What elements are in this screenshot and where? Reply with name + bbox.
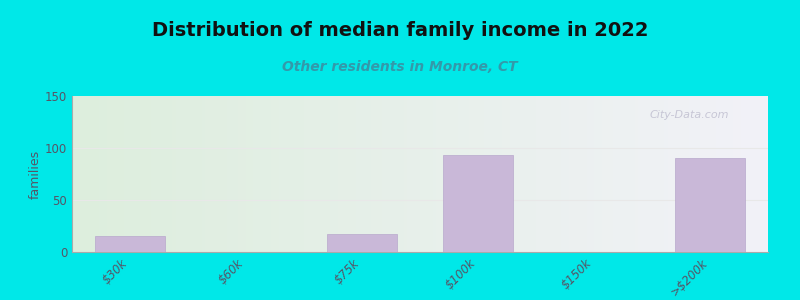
Text: Other residents in Monroe, CT: Other residents in Monroe, CT [282,60,518,74]
Text: City-Data.com: City-Data.com [650,110,729,120]
Bar [95,236,165,252]
Bar [675,158,745,252]
Bar [327,234,397,252]
Y-axis label: families: families [29,149,42,199]
Bar [443,155,513,252]
Text: Distribution of median family income in 2022: Distribution of median family income in … [152,21,648,40]
